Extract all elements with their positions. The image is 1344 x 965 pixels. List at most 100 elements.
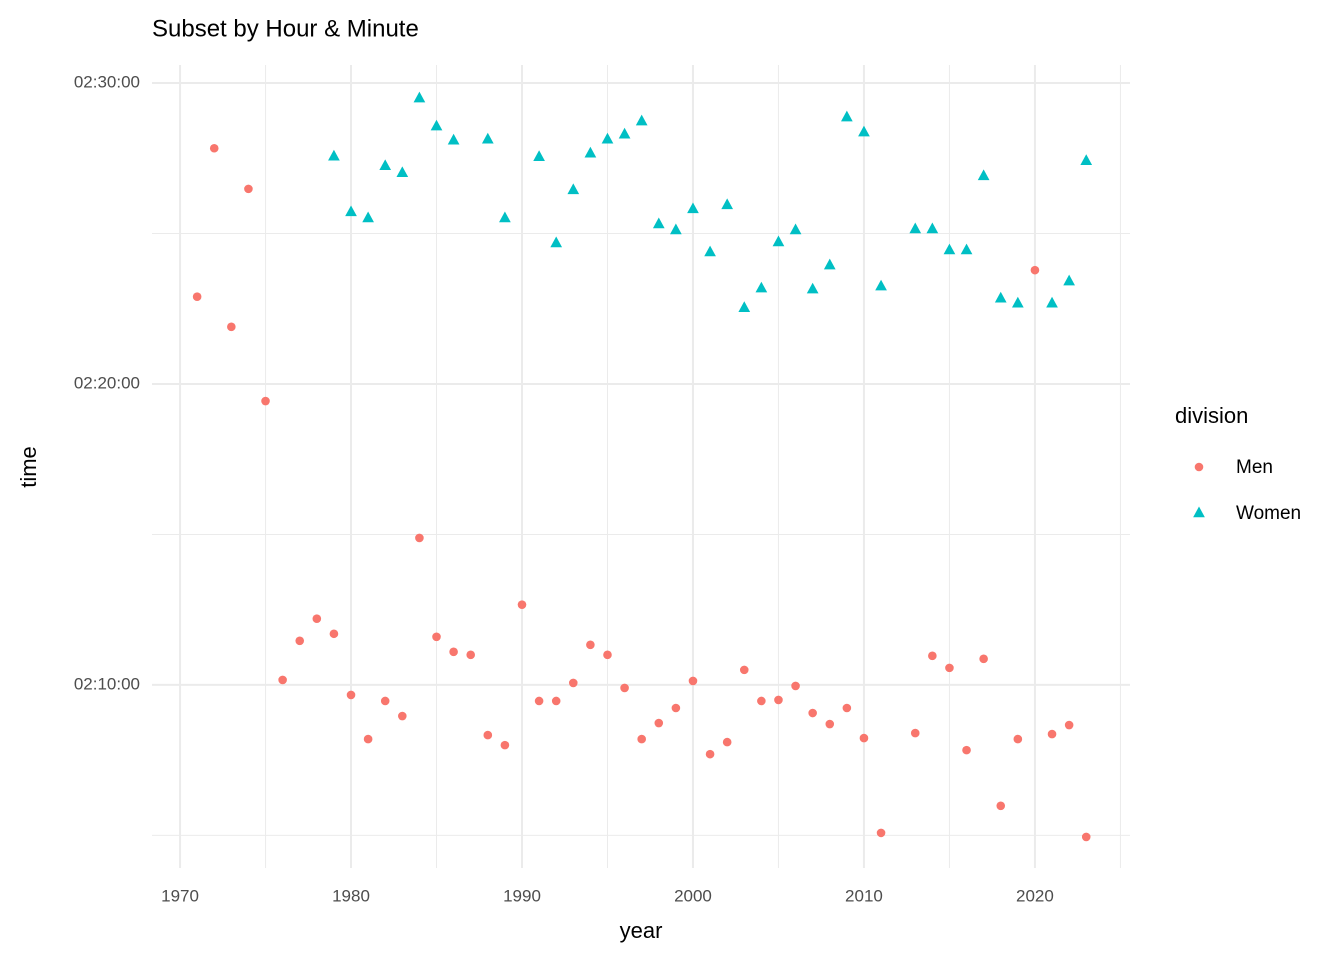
point [671, 703, 681, 713]
legend-label: Men [1236, 457, 1273, 478]
point [278, 675, 287, 685]
y-tick-label: 02:10:00 [74, 674, 140, 693]
point [1013, 734, 1023, 744]
point [415, 533, 424, 543]
point [977, 169, 990, 181]
point [466, 650, 476, 660]
point [687, 202, 699, 214]
point [345, 205, 357, 217]
point [909, 222, 922, 234]
point [1046, 296, 1058, 308]
point [791, 681, 800, 691]
x-tick-label: 2000 [674, 886, 712, 905]
point [346, 690, 356, 700]
point [295, 636, 305, 646]
point [1081, 832, 1091, 842]
point [757, 696, 766, 706]
point [430, 119, 443, 131]
legend-key [1193, 506, 1205, 518]
point [586, 640, 595, 650]
point [534, 696, 544, 706]
point [449, 647, 458, 657]
point [962, 745, 971, 755]
point [928, 651, 937, 661]
point [670, 223, 682, 235]
point [363, 734, 373, 744]
point [1064, 720, 1074, 730]
point [825, 719, 835, 729]
point [620, 683, 629, 693]
point [943, 243, 956, 255]
point [774, 695, 783, 705]
point [755, 281, 768, 293]
legend-key [1194, 462, 1204, 472]
point [432, 632, 441, 642]
legend-label: Women [1236, 503, 1301, 524]
point [652, 217, 665, 229]
y-tick-label: 02:30:00 [74, 73, 140, 92]
point [704, 245, 716, 257]
point [738, 301, 751, 312]
point [910, 728, 920, 738]
point [601, 132, 614, 144]
x-tick-label: 1990 [503, 886, 541, 905]
point [398, 711, 407, 721]
point [1047, 729, 1057, 739]
point [721, 198, 734, 210]
point [550, 236, 563, 248]
point [483, 730, 493, 740]
point [227, 322, 236, 332]
point [994, 291, 1007, 303]
point [979, 654, 988, 664]
point [209, 143, 219, 153]
point [688, 676, 698, 686]
point [875, 279, 887, 291]
point [789, 223, 802, 235]
point [380, 696, 390, 706]
point [635, 114, 648, 126]
x-tick-label: 2020 [1016, 886, 1054, 905]
point [654, 718, 664, 728]
point [926, 222, 939, 234]
point [842, 703, 852, 713]
point [618, 127, 631, 139]
point [261, 396, 270, 406]
y-tick-label: 02:20:00 [74, 373, 140, 392]
point [858, 125, 870, 137]
point [568, 678, 578, 688]
point [859, 733, 869, 743]
x-tick-label: 1980 [332, 886, 370, 905]
point [1030, 265, 1040, 275]
point [567, 183, 580, 195]
point [413, 91, 426, 103]
y-axis-label: time [16, 446, 41, 488]
point [192, 292, 202, 302]
point [362, 211, 374, 223]
point [960, 243, 973, 255]
legend-title: division [1175, 403, 1248, 428]
point [396, 166, 409, 178]
chart-title: Subset by Hour & Minute [152, 15, 419, 42]
point [945, 663, 954, 673]
point [808, 708, 817, 718]
point [603, 650, 612, 660]
point [772, 235, 785, 247]
point [244, 184, 253, 194]
x-axis-label: year [620, 918, 663, 943]
point [876, 828, 886, 838]
point [722, 737, 732, 747]
x-tick-label: 1970 [161, 886, 199, 905]
point [637, 734, 646, 744]
point [533, 150, 545, 162]
point [329, 629, 339, 639]
point [379, 159, 392, 171]
point [1063, 274, 1075, 286]
point [481, 132, 494, 144]
point [1011, 296, 1024, 308]
point [500, 740, 510, 750]
point [739, 665, 749, 675]
point [705, 749, 715, 759]
point [328, 149, 340, 161]
point [499, 211, 511, 223]
x-tick-label: 2010 [845, 886, 883, 905]
